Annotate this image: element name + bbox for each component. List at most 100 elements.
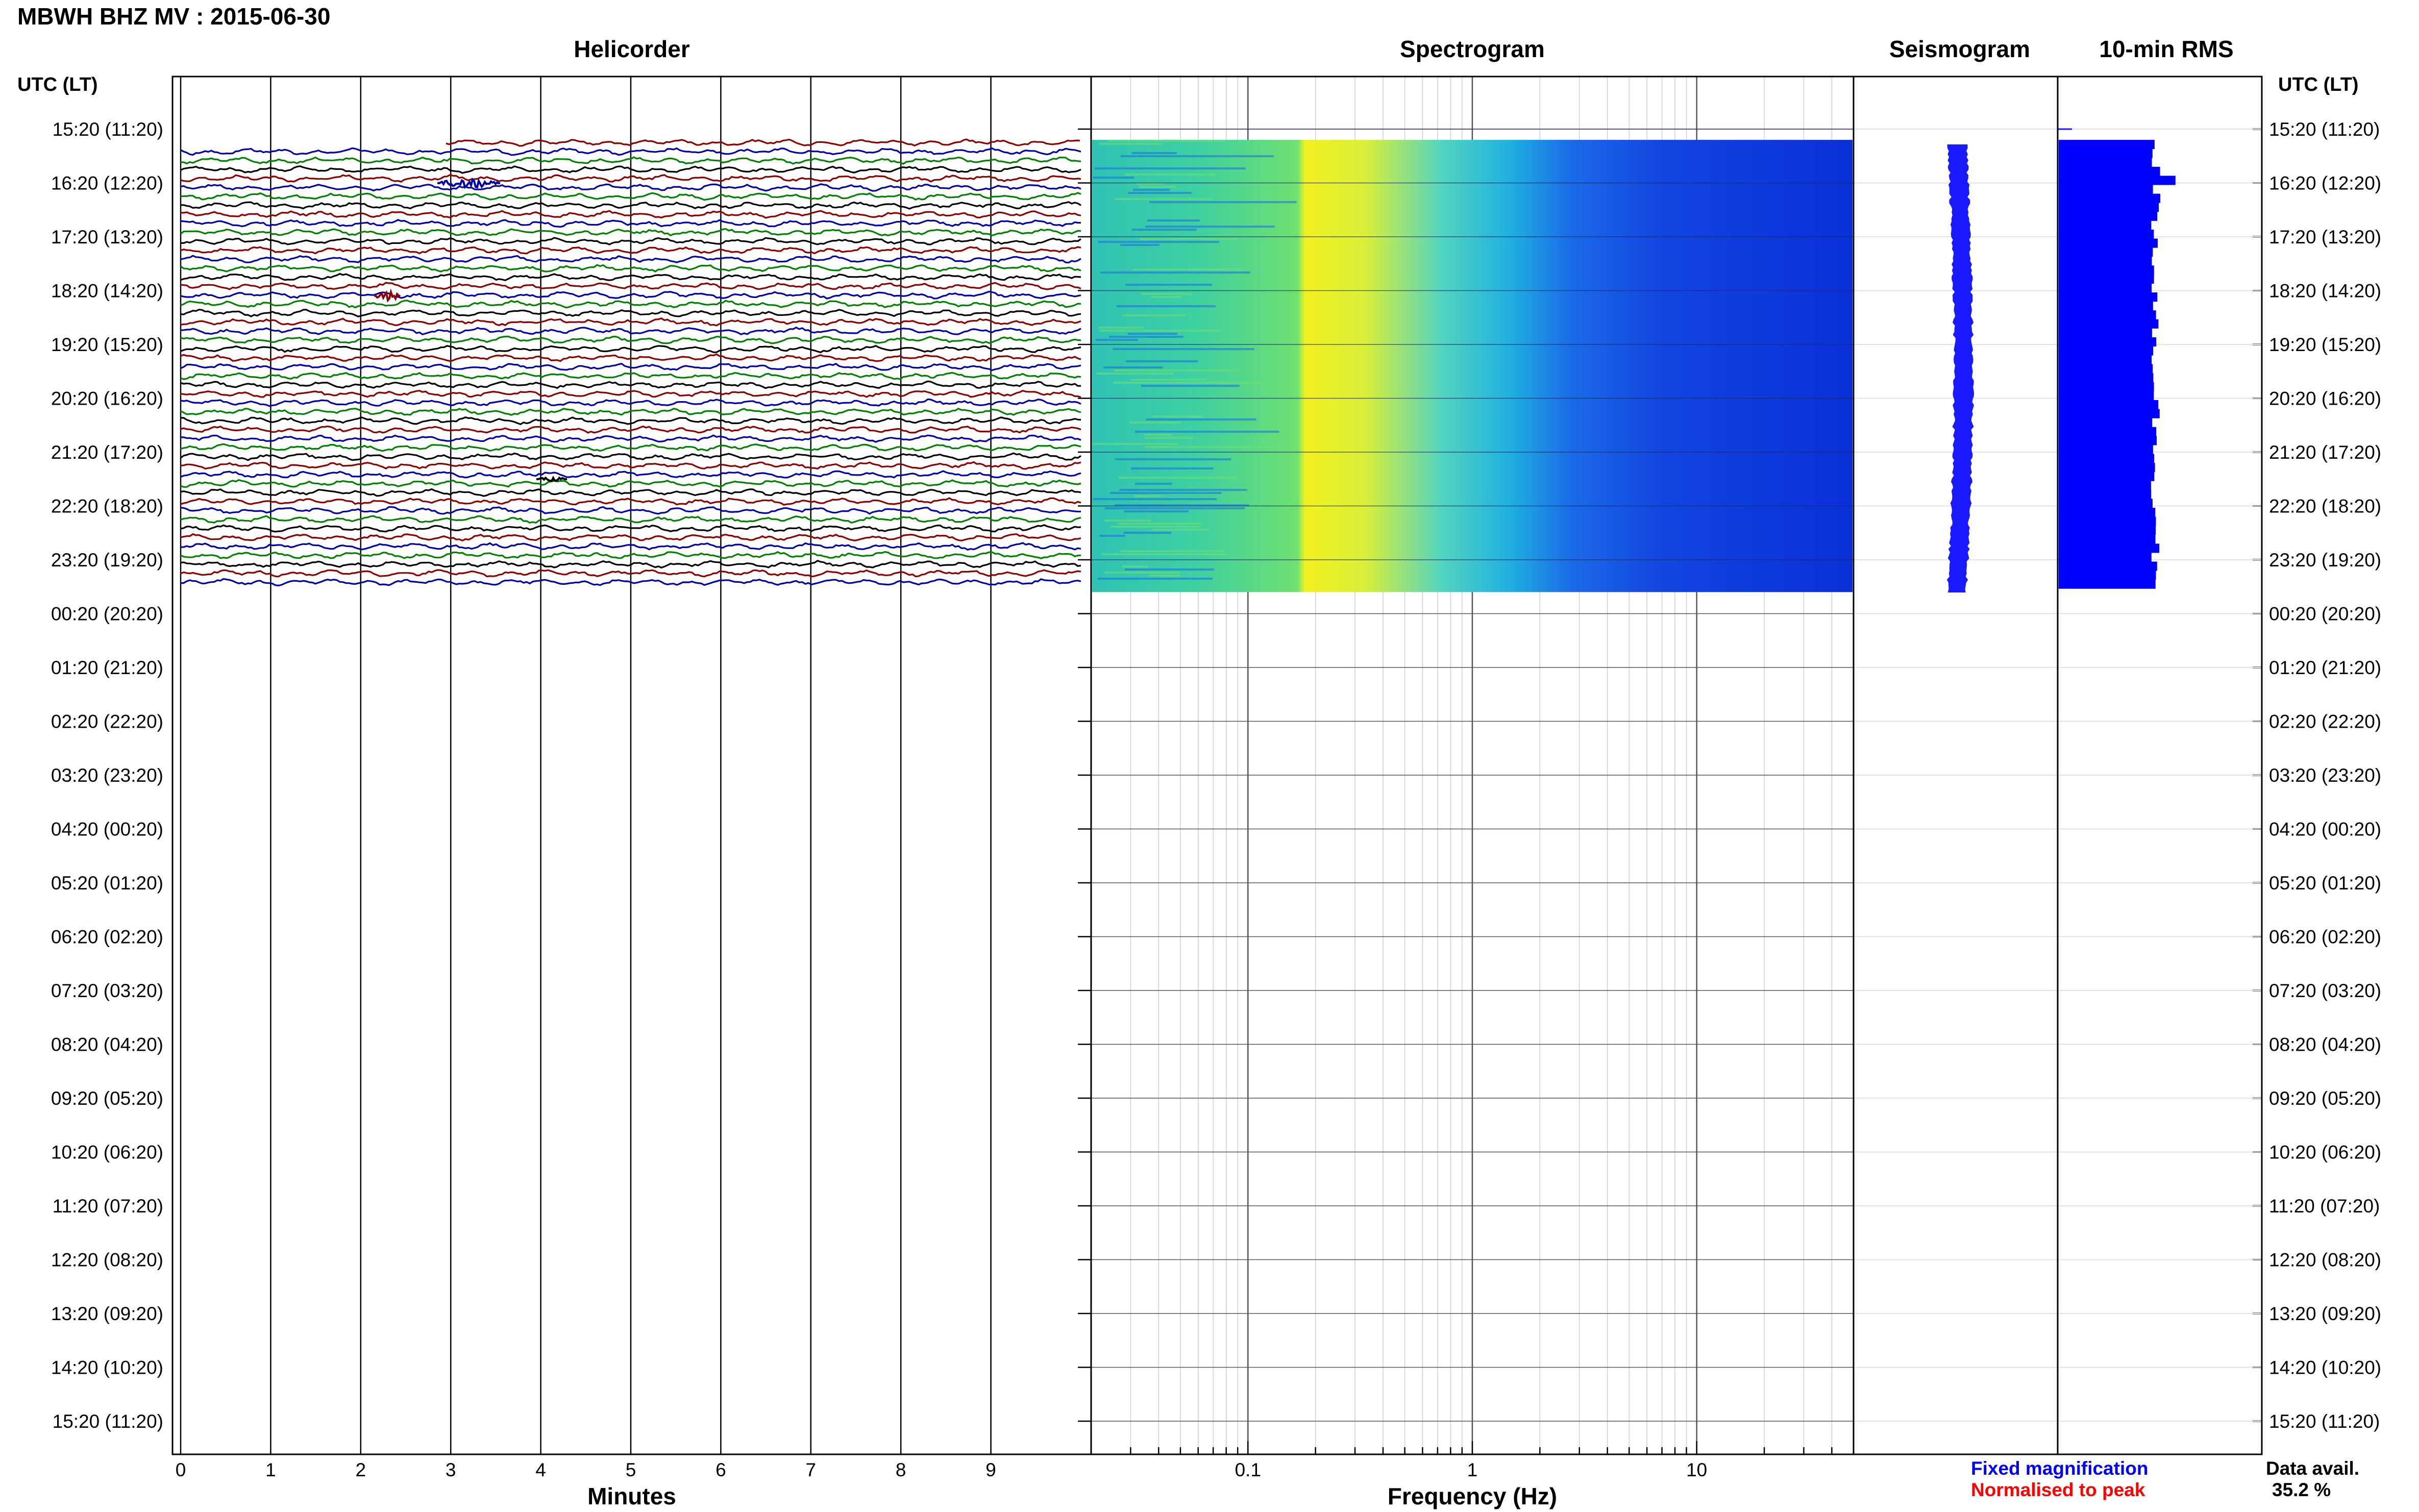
helicorder-trace <box>180 201 1081 210</box>
data-avail-value: 35.2 % <box>2272 1479 2331 1500</box>
time-tick-label-right: 16:20 (12:20) <box>2269 173 2381 194</box>
time-tick-label-right: 15:20 (11:20) <box>2269 1411 2380 1432</box>
helicorder-x-tick-label: 9 <box>985 1459 996 1480</box>
rms-grid <box>2058 128 2262 1422</box>
rms-bar <box>2059 355 2152 365</box>
helicorder-trace <box>180 389 1081 398</box>
rms-bar <box>2059 444 2153 455</box>
rms-bar <box>2059 409 2160 418</box>
helicorder-trace <box>180 551 1081 560</box>
time-tick-label-right: 01:20 (21:20) <box>2269 657 2381 678</box>
spectrogram-stripe <box>1105 572 1180 574</box>
spectrogram-stripe <box>1152 415 1203 418</box>
spectrogram-stripe <box>1146 418 1256 421</box>
rms-bar <box>2059 256 2152 266</box>
spectrogram-stripe <box>1144 434 1172 436</box>
rms-bar <box>2059 166 2160 176</box>
time-tick-label-left: 01:20 (21:20) <box>51 657 163 678</box>
spectrogram-stripe <box>1149 575 1180 577</box>
rms-bars <box>2059 140 2176 589</box>
time-tick-label-right: 20:20 (16:20) <box>2269 388 2381 409</box>
helicorder-trace <box>180 515 1081 524</box>
spectrogram-stripe <box>1117 305 1216 308</box>
time-tick-label-right: 09:20 (05:20) <box>2269 1088 2381 1109</box>
legend-fixed-magnification: Fixed magnification <box>1971 1458 2148 1479</box>
rms-bar <box>2059 274 2154 284</box>
time-tick-label-left: 13:20 (09:20) <box>51 1303 163 1324</box>
rms-bar <box>2059 561 2157 571</box>
spectrogram-stripe <box>1113 348 1254 351</box>
helicorder-panel: 0 1 2 3 4 5 6 7 8 9 <box>172 77 1091 1480</box>
time-tick-label-left: 04:20 (00:20) <box>51 819 163 840</box>
spectrogram-x-ticks: 0.1 1 10 <box>1235 1459 1708 1480</box>
rms-bar <box>2059 373 2154 383</box>
spectrogram-stripe <box>1145 437 1193 439</box>
helicorder-traces <box>180 138 1081 587</box>
rms-bar <box>2059 481 2151 490</box>
helicorder-trace <box>446 138 1080 147</box>
spectrogram-stripe <box>1092 443 1178 445</box>
time-tick-label-left: 14:20 (10:20) <box>51 1357 163 1378</box>
spectrogram-stripe <box>1123 532 1172 534</box>
helicorder-trace <box>180 542 1081 551</box>
helicorder-xlabel: Minutes <box>587 1483 676 1509</box>
spectrogram-stripe <box>1101 553 1227 556</box>
helicorder-trace <box>180 317 1081 327</box>
helicorder-event <box>536 476 567 482</box>
helicorder-trace <box>180 362 1081 371</box>
rms-bar <box>2059 526 2156 535</box>
rms-bar <box>2059 211 2158 221</box>
panel-frames <box>171 76 2263 1455</box>
spectrogram-image <box>1091 129 1854 592</box>
helicorder-trace <box>180 398 1081 407</box>
data-avail-label: Data avail. <box>2266 1458 2359 1479</box>
time-ticks-left: 15:20 (11:20) 16:20 (12:20) 17:20 (13:20) 1… <box>51 119 182 1432</box>
helicorder-trace <box>180 147 1081 156</box>
rms-bar <box>2059 292 2158 302</box>
legend-normalised-to-peak: Normalised to peak <box>1971 1479 2145 1500</box>
seismogram-title: Seismogram <box>1889 36 2030 62</box>
helicorder-trace <box>180 443 1081 452</box>
time-tick-label-left: 03:20 (23:20) <box>51 765 163 786</box>
time-tick-label-right: 06:20 (02:20) <box>2269 927 2381 948</box>
helicorder-trace <box>180 578 1081 587</box>
seismogram-trace <box>1946 144 1974 592</box>
helicorder-trace <box>180 219 1081 228</box>
helicorder-trace <box>180 569 1081 578</box>
helicorder-trace <box>180 470 1081 479</box>
rms-bar <box>2059 382 2154 391</box>
time-tick-label-left: 09:20 (05:20) <box>51 1088 163 1109</box>
spectrogram-x-tick-label: 1 <box>1467 1459 1478 1480</box>
rms-bar <box>2059 319 2159 329</box>
spectrogram-stripe <box>1149 201 1297 204</box>
spectrogram-stripe <box>1132 268 1241 271</box>
spectrogram-stripe <box>1119 489 1247 491</box>
spectrogram-stripe <box>1115 198 1213 201</box>
spectrogram-stripe <box>1094 167 1246 170</box>
rms-bar <box>2059 176 2176 185</box>
spectrogram-stripe <box>1118 477 1236 479</box>
rms-panel <box>2058 128 2262 1422</box>
helicorder-x-tick-label: 0 <box>176 1459 186 1480</box>
spectrogram-stripe <box>1141 293 1192 295</box>
helicorder-trace <box>180 300 1081 309</box>
spectrogram-stripe <box>1114 504 1249 507</box>
time-tick-label-right: 21:20 (17:20) <box>2269 442 2381 463</box>
rms-bar <box>2059 534 2156 544</box>
spectrogram-stripe <box>1115 458 1231 461</box>
spectrogram-stripe <box>1099 535 1125 537</box>
time-tick-label-left: 00:20 (20:20) <box>51 604 163 625</box>
rms-bar <box>2059 571 2156 580</box>
helicorder-trace <box>180 407 1081 416</box>
time-tick-label-right: 07:20 (03:20) <box>2269 980 2381 1001</box>
time-axis-label-right: UTC (LT) <box>2278 74 2359 95</box>
spectrogram-stripe <box>1131 467 1214 470</box>
rms-bar <box>2059 427 2157 436</box>
time-tick-label-right: 11:20 (07:20) <box>2269 1196 2380 1217</box>
helicorder-x-tick-label: 1 <box>265 1459 276 1480</box>
helicorder-trace <box>180 165 1081 174</box>
rms-bar <box>2059 337 2157 347</box>
helicorder-trace <box>180 488 1081 497</box>
time-tick-label-left: 12:20 (08:20) <box>51 1250 163 1271</box>
spectrogram-stripe <box>1129 422 1181 424</box>
